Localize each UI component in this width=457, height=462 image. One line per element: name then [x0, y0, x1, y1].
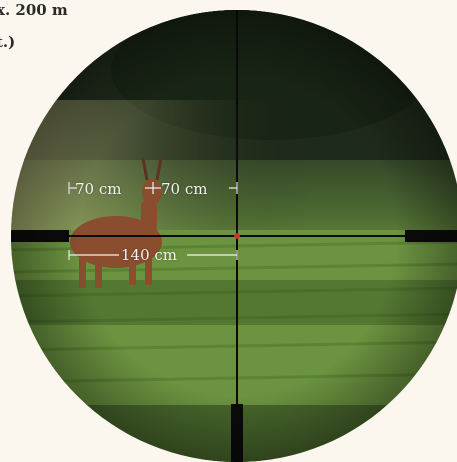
span-label-total: 140 cm — [121, 246, 178, 264]
span-label-right: 70 cm — [161, 180, 208, 198]
distance-caption-line1: x. 200 m — [0, 1, 68, 19]
vignette — [11, 10, 457, 462]
scope-scene — [11, 10, 457, 462]
scope-view: 70 cm 70 cm 140 cm — [11, 10, 457, 462]
distance-caption-line2: t.) — [0, 33, 16, 51]
span-label-left: 70 cm — [75, 180, 122, 198]
distance-caption: x. 200 m t.) — [0, 0, 68, 52]
